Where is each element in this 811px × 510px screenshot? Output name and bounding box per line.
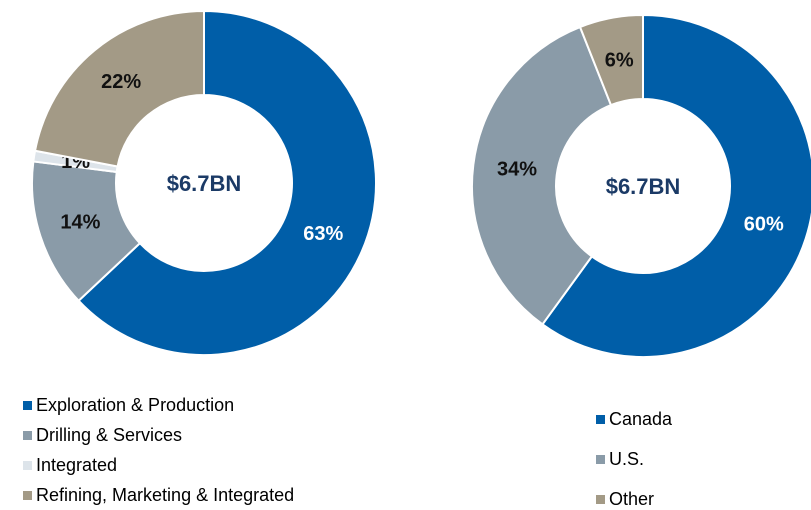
- donut-slice: [578, 13, 644, 107]
- legend-label: Refining, Marketing & Integrated: [36, 485, 294, 505]
- legend-swatch: [596, 495, 605, 504]
- legend-swatch: [23, 461, 32, 470]
- legend-label: Canada: [609, 409, 673, 429]
- center-label: $6.7BN: [606, 174, 681, 199]
- value-label: 6%: [605, 50, 634, 72]
- donut-slice: [471, 25, 613, 326]
- legend-label: Integrated: [36, 455, 117, 475]
- legend-label: U.S.: [609, 449, 644, 469]
- donut-slice: [33, 9, 205, 168]
- legend-swatch: [23, 431, 32, 440]
- legend-swatch: [596, 415, 605, 424]
- value-label: 14%: [60, 211, 100, 233]
- legend-swatch: [23, 491, 32, 500]
- legend-label: Exploration & Production: [36, 395, 234, 415]
- legend-swatch: [23, 401, 32, 410]
- value-label: 63%: [303, 223, 343, 245]
- value-label: 22%: [101, 71, 141, 93]
- legend-label: Other: [609, 489, 654, 509]
- donut-slice: [541, 13, 811, 358]
- value-label: 34%: [497, 158, 537, 180]
- legend-label: Drilling & Services: [36, 425, 182, 445]
- legend-swatch: [596, 455, 605, 464]
- donut-slice: [77, 9, 377, 356]
- value-label: 60%: [744, 214, 784, 236]
- center-label: $6.7BN: [167, 171, 242, 196]
